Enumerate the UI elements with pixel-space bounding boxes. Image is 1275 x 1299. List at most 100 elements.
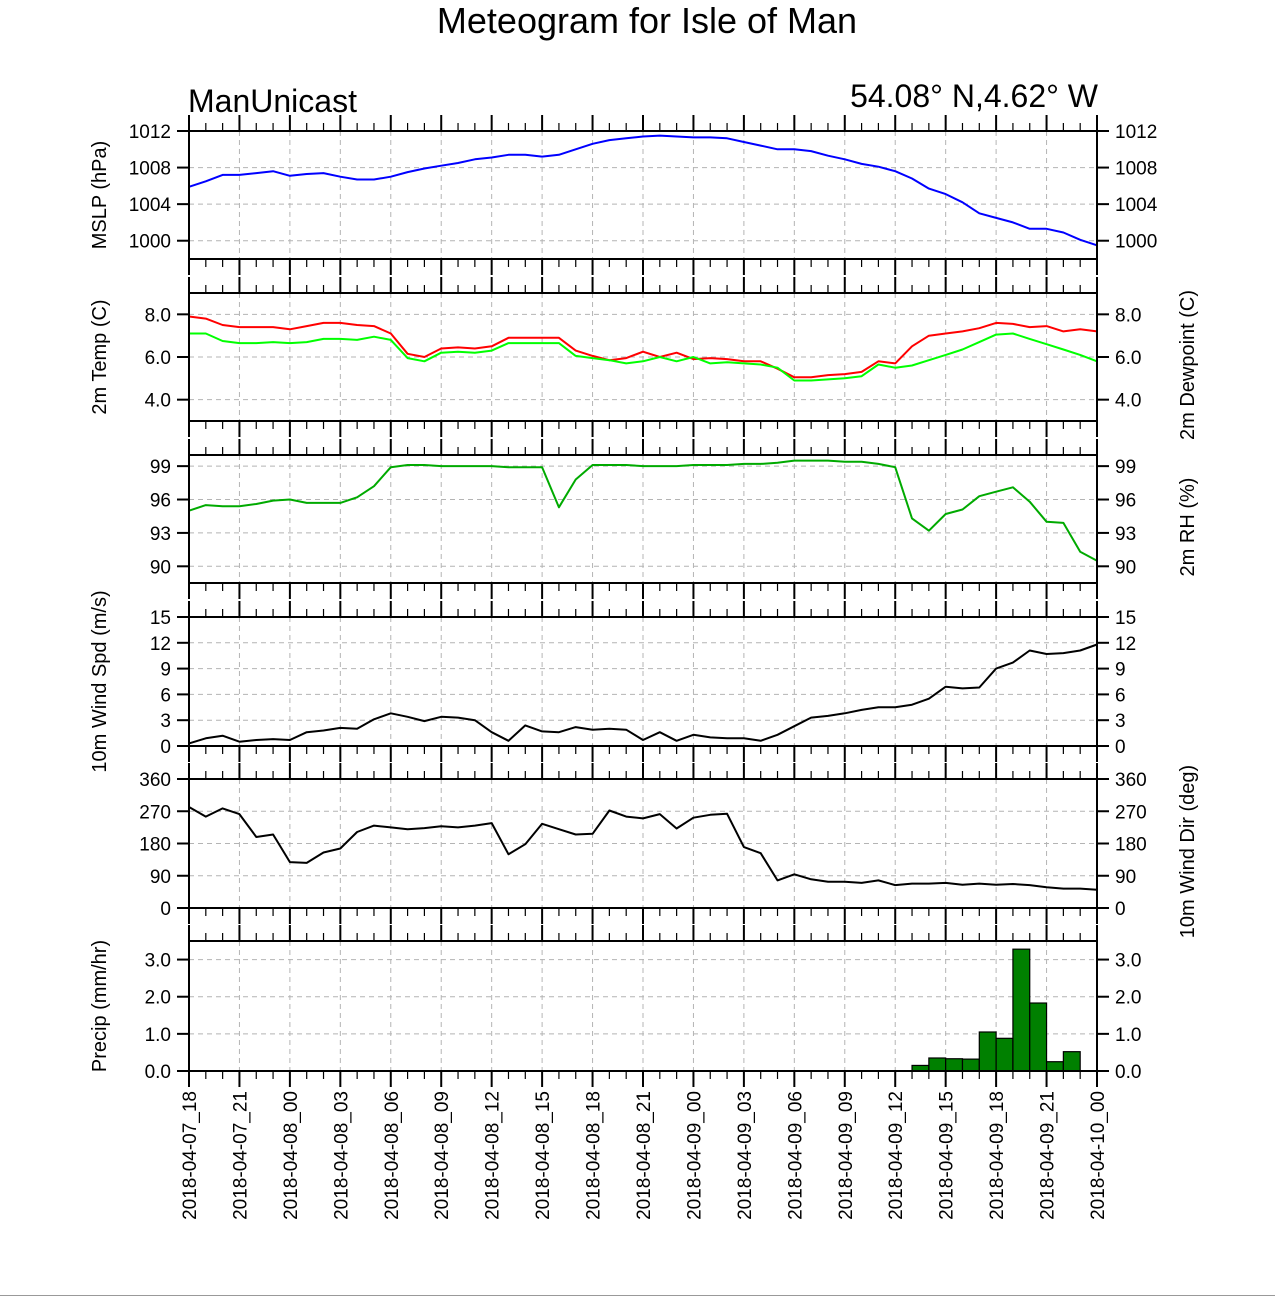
y-tick-label-right: 4.0 — [1115, 391, 1141, 412]
x-tick-label: 2018-04-09_15 — [937, 1091, 958, 1220]
y-axis-title-right: 10m Wind Dir (deg) — [1177, 765, 1199, 938]
y-tick-label-right: 0 — [1115, 899, 1126, 920]
y-tick-label-right: 99 — [1115, 457, 1136, 478]
x-tick-label: 2018-04-07_21 — [230, 1091, 251, 1220]
y-tick-label-right: 93 — [1115, 524, 1136, 545]
y-tick-label: 3.0 — [145, 951, 171, 972]
y-tick-label: 6 — [160, 685, 171, 706]
y-tick-label: 0.0 — [145, 1062, 171, 1083]
x-tick-label: 2018-04-09_06 — [785, 1091, 806, 1220]
y-tick-label: 1004 — [129, 195, 172, 216]
panel-5: 0 0 90 90 180 180 270 270 360 360 10m Wind Dir (de… — [139, 763, 1199, 938]
x-tick-label: 2018-04-08_15 — [533, 1091, 554, 1220]
y-tick-label-right: 6.0 — [1115, 348, 1141, 369]
y-tick-label: 2.0 — [145, 988, 171, 1009]
y-axis-title: Precip (mm/hr) — [89, 940, 111, 1072]
y-tick-label: 9 — [160, 660, 171, 681]
y-tick-label: 4.0 — [145, 391, 171, 412]
y-axis-title: 2m Temp (C) — [89, 299, 111, 414]
y-tick-label-right: 270 — [1115, 802, 1147, 823]
y-tick-label: 1008 — [129, 159, 171, 180]
precip-bar — [928, 1057, 947, 1072]
series-line — [189, 332, 1098, 382]
x-tick-label: 2018-04-08_06 — [382, 1091, 403, 1220]
y-tick-label: 93 — [150, 524, 171, 545]
precip-bar — [961, 1058, 980, 1072]
bottom-rule — [0, 1295, 1275, 1296]
y-tick-label-right: 90 — [1115, 867, 1136, 888]
y-tick-label-right: 1012 — [1115, 122, 1157, 143]
panel-2: 4.0 4.0 6.0 6.0 8.0 8.0 2m Temp (C) 2m Dewpoint… — [89, 277, 1199, 440]
y-tick-label: 3 — [160, 711, 171, 732]
y-tick-label: 270 — [139, 802, 171, 823]
x-tick-label: 2018-04-08_03 — [331, 1091, 352, 1220]
y-tick-label: 12 — [150, 634, 171, 655]
panel-4: 0 0 3 3 6 6 9 9 12 12 15 15 10m Wind Spd (m/s) — [89, 590, 1136, 772]
x-tick-label: 2018-04-09_00 — [684, 1091, 705, 1220]
precip-bar — [1045, 1061, 1064, 1072]
x-tick-label: 2018-04-07_18 — [180, 1091, 201, 1220]
y-axis-title-right: 2m Dewpoint (C) — [1177, 290, 1199, 440]
x-tick-label: 2018-04-09_12 — [886, 1091, 907, 1220]
x-tick-label: 2018-04-08_12 — [483, 1091, 504, 1220]
x-tick-label: 2018-04-08_21 — [634, 1091, 655, 1220]
y-tick-label-right: 0 — [1115, 737, 1126, 758]
x-tick-label: 2018-04-08_00 — [281, 1091, 302, 1220]
panel-3: 90 90 93 93 96 96 99 99 2m RH (%) — [150, 439, 1199, 599]
y-tick-label-right: 90 — [1115, 557, 1136, 578]
y-tick-label: 15 — [150, 608, 171, 629]
y-tick-label-right: 180 — [1115, 835, 1147, 856]
series-line — [188, 643, 1098, 745]
panel-6: 0.0 0.0 1.0 1.0 2.0 2.0 3.0 3.0 Precip (mm/hr) — [89, 925, 1141, 1087]
panels: 1000 1000 1004 1004 1008 1008 1012 1012 MSLP (hP… — [89, 115, 1199, 1087]
chart-title: Meteogram for Isle of Man — [437, 0, 857, 41]
y-tick-label-right: 12 — [1115, 634, 1136, 655]
y-tick-label-right: 2.0 — [1115, 988, 1141, 1009]
y-tick-label-right: 96 — [1115, 491, 1136, 512]
precip-bar — [945, 1058, 964, 1072]
precip-bar — [995, 1037, 1014, 1072]
y-axis-title-right: 2m RH (%) — [1177, 478, 1199, 577]
y-tick-label: 360 — [139, 770, 171, 791]
series-line — [188, 134, 1098, 247]
y-tick-label-right: 360 — [1115, 770, 1147, 791]
series-line — [188, 315, 1098, 379]
y-tick-label: 180 — [139, 835, 171, 856]
y-tick-label-right: 3 — [1115, 711, 1126, 732]
y-axis-title: 10m Wind Spd (m/s) — [89, 590, 111, 772]
series-line — [188, 459, 1098, 562]
y-tick-label: 90 — [150, 867, 171, 888]
y-tick-label-right: 8.0 — [1115, 305, 1141, 326]
y-tick-label: 90 — [150, 557, 171, 578]
y-tick-label: 0 — [160, 899, 171, 920]
model-name: ManUnicast — [188, 83, 357, 119]
precip-bar — [1062, 1051, 1081, 1072]
y-tick-label: 6.0 — [145, 348, 171, 369]
y-tick-label-right: 1.0 — [1115, 1025, 1141, 1046]
y-tick-label-right: 9 — [1115, 660, 1126, 681]
series-line — [188, 806, 1098, 891]
y-tick-label-right: 3.0 — [1115, 951, 1141, 972]
x-tick-label: 2018-04-08_18 — [584, 1091, 605, 1220]
y-tick-label: 1000 — [129, 232, 171, 253]
y-tick-label: 1.0 — [145, 1025, 171, 1046]
x-tick-label: 2018-04-10_00 — [1088, 1091, 1109, 1220]
x-tick-label: 2018-04-09_21 — [1038, 1091, 1059, 1220]
y-axis-title: MSLP (hPa) — [89, 141, 111, 250]
y-tick-label-right: 1004 — [1115, 195, 1158, 216]
y-tick-label-right: 6 — [1115, 685, 1126, 706]
y-tick-label-right: 15 — [1115, 608, 1136, 629]
y-tick-label: 1012 — [129, 122, 171, 143]
y-tick-label: 0 — [160, 737, 171, 758]
precip-bar — [1029, 1002, 1048, 1072]
y-tick-label-right: 0.0 — [1115, 1062, 1141, 1083]
y-tick-label: 99 — [150, 457, 171, 478]
x-axis-labels: 2018-04-07_18 2018-04-07_21 2018-04-08_00 2… — [180, 1091, 1109, 1220]
precip-bar — [978, 1031, 997, 1072]
x-tick-label: 2018-04-08_09 — [432, 1091, 453, 1220]
x-tick-label: 2018-04-09_09 — [836, 1091, 857, 1220]
y-tick-label: 96 — [150, 491, 171, 512]
panel-1: 1000 1000 1004 1004 1008 1008 1012 1012 MSLP (hP… — [89, 115, 1158, 275]
y-tick-label: 8.0 — [145, 305, 171, 326]
